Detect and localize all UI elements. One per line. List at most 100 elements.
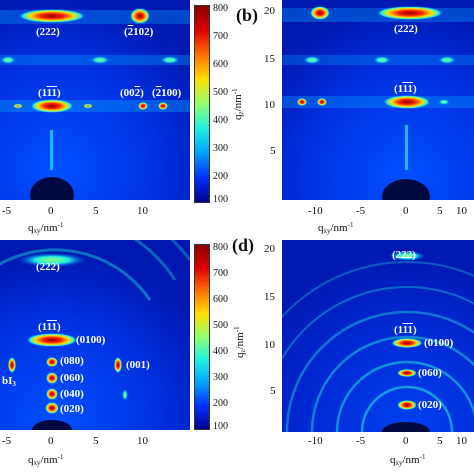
panel-b-label-111-a: (1	[394, 83, 403, 95]
panel-c-label-020: (020)	[60, 403, 84, 415]
colorbar-top-tick-800: 800	[213, 3, 228, 14]
panel-d-label-111-ov: 11	[402, 324, 413, 336]
panel-b-ylabel-sup: -1	[231, 88, 239, 95]
panel-a-xlabel: qxy/nm-1	[28, 222, 63, 235]
panel-c-xlabel: qxy/nm-1	[28, 454, 63, 467]
panel-c-label-bi3-text: bI	[2, 375, 13, 387]
colorbar-top-tick-400: 400	[213, 115, 228, 126]
panel-a-label-2102-a: (	[124, 26, 128, 38]
panel-d-xlabel: qxy/nm-1	[390, 454, 425, 467]
panel-c-xlabel-sup: -1	[57, 453, 64, 461]
panel-c-label-040: (040)	[60, 388, 84, 400]
panel-c-xlabel-q: q	[28, 454, 34, 466]
panel-d-label: (d)	[232, 235, 254, 255]
panel-b-svg	[282, 0, 474, 200]
panel-d-peak-222	[389, 251, 425, 261]
panel-a-xtick-1: 0	[48, 205, 54, 217]
panel-d-ring-5	[282, 286, 474, 361]
panel-b-peak-mid-1	[303, 56, 321, 64]
panel-a-peak-222	[18, 9, 86, 23]
panel-c-xtick-3: 10	[137, 435, 148, 447]
panel-d-ylabel-q: q	[234, 352, 246, 359]
panel-c-peak-lower-r	[122, 389, 128, 401]
panel-b-xtick-3: 5	[437, 205, 443, 217]
panel-d-peak-060	[397, 369, 417, 377]
panel-d-ring-1	[360, 385, 454, 432]
panel-d-ytick-5: 5	[270, 385, 276, 397]
colorbar-bottom-tick-400: 400	[213, 346, 228, 357]
colorbar-top-tick-500: 500	[213, 87, 228, 98]
panel-c-label-111-ov: 11	[46, 321, 57, 333]
panel-a-label-2102-ov: 2	[127, 26, 134, 38]
panel-c-peak-020	[45, 402, 59, 414]
panel-a-xlabel-sup: -1	[57, 221, 64, 229]
panel-d-xlabel-sub: xy	[395, 459, 403, 467]
panel-a-label-2102: (2102)	[124, 27, 153, 38]
panel-c-label-001: (001)	[126, 359, 150, 371]
panel-a-label-002: (002)	[120, 88, 144, 99]
panel-c-label-bi3: bI3	[2, 376, 16, 388]
panel-a-peak-2100	[158, 102, 168, 110]
panel-c-peak-080	[46, 357, 58, 367]
panel-b-peak-side-1	[297, 98, 307, 106]
panel-d-xtick-3: 5	[437, 435, 443, 447]
panel-b-ytick-5: 5	[270, 145, 276, 157]
panel-d-label-0100: (0100)	[424, 337, 454, 349]
panel-a-peak-111	[30, 99, 74, 113]
colorbar-bottom-tick-500: 500	[213, 320, 228, 331]
panel-c-label-0100: (0100)	[76, 334, 106, 346]
panel-c-peak-040	[46, 388, 58, 400]
panel-c-xtick-0: -5	[2, 435, 12, 447]
panel-a-peak-2102	[130, 8, 150, 24]
panel-b-peak-mid-2	[373, 56, 391, 64]
panel-d-label-111-b: )	[412, 324, 417, 336]
panel-d-pattern: (222) (111) (0100) (060) (020)	[282, 240, 474, 432]
panel-c-label-222: (222)	[36, 261, 60, 273]
panel-d-ylabel-sub: z	[239, 349, 247, 353]
panel-b-xlabel-sup: -1	[347, 221, 354, 229]
panel-d-ylabel-unit: /nm	[234, 332, 246, 350]
panel-c-pattern: (222) (111) (0100) (080) (060) (040) (02…	[0, 240, 190, 430]
colorbar-bottom-tick-300: 300	[213, 372, 228, 383]
colorbar-bottom-tick-800: 800	[213, 242, 228, 253]
panel-b-peak-side-2	[317, 98, 327, 106]
panel-b-peak-111	[383, 95, 431, 109]
panel-b-ytick-20: 20	[264, 5, 275, 17]
colorbar-bottom	[194, 244, 210, 430]
colorbar-bottom-tick-200: 200	[213, 398, 228, 409]
panel-d-xtick-0: -10	[308, 435, 323, 447]
panel-a-label-111-b: )	[56, 87, 61, 99]
panel-b-peak-left	[310, 6, 330, 20]
panel-c-label-111-a: (1	[38, 321, 47, 333]
panel-b-xtick-4: 10	[456, 205, 467, 217]
panel-a-peak-002	[138, 102, 148, 110]
panel-d-ring-4	[285, 310, 474, 432]
panel-c-label-bi3-sub: 3	[12, 380, 16, 388]
panel-c-beamstop	[32, 420, 72, 430]
panel-d-label-222: (222)	[392, 249, 416, 261]
colorbar-bottom-tick-700: 700	[213, 268, 228, 279]
panel-a-peak-mid-3	[160, 56, 180, 64]
panel-d-xlabel-q: q	[390, 454, 396, 466]
panel-b-ytick-10: 10	[264, 99, 275, 111]
panel-c-xtick-1: 0	[48, 435, 54, 447]
colorbar-bottom-tick-600: 600	[213, 294, 228, 305]
panel-c-peak-left	[8, 357, 16, 373]
panel-d-ytick-20: 20	[264, 243, 275, 255]
panel-a-label-002-ov: 2	[134, 87, 141, 99]
panel-b-pattern: (222) (111)	[282, 0, 474, 200]
panel-d-peak-020	[397, 400, 417, 410]
panel-c-peak-222	[18, 253, 86, 267]
panel-b-xlabel-sub: xy	[323, 227, 331, 235]
panel-a-peak-side-l	[12, 103, 24, 109]
panel-d-ytick-15: 15	[264, 291, 275, 303]
panel-a-pattern: (222) (2102) (111) (002) (2100)	[0, 0, 190, 200]
panel-b-ylabel-q: q	[232, 114, 244, 121]
panel-a-label-111: (111)	[38, 88, 61, 99]
panel-a-label-2102-b: 102)	[133, 26, 154, 38]
panel-c-xtick-2: 5	[93, 435, 99, 447]
colorbar-top-tick-100: 100	[213, 194, 228, 205]
panel-b-peak-222	[376, 6, 444, 20]
panel-b-label-111-ov: 11	[402, 83, 413, 95]
panel-c-ring-1	[0, 248, 152, 301]
